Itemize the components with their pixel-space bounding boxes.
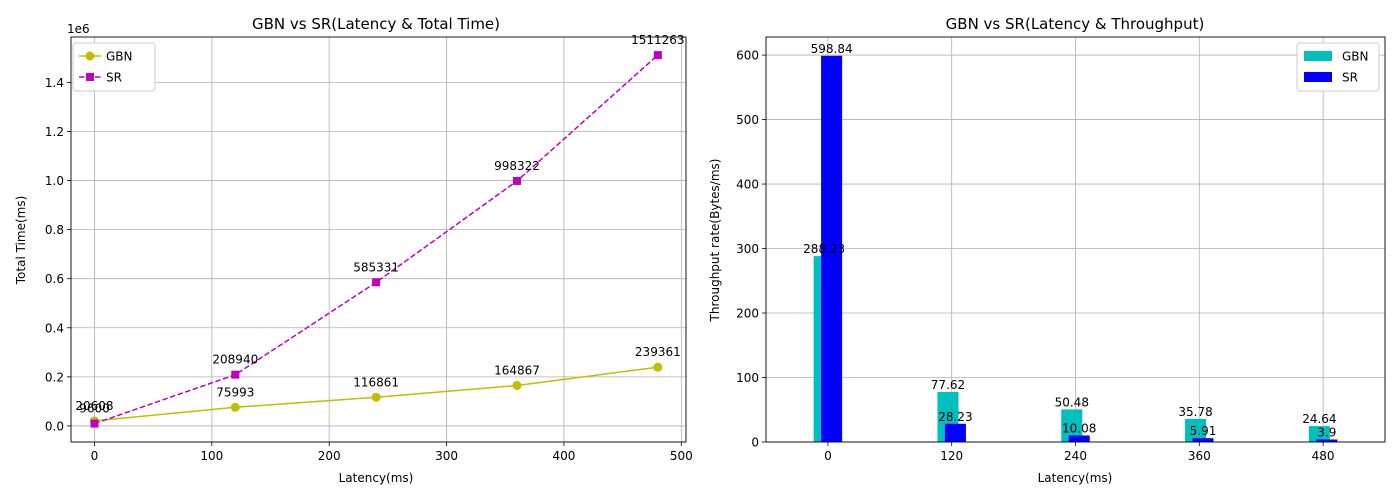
y-tick-label: 100 <box>736 371 759 385</box>
data-label-sr: 10.08 <box>1062 421 1096 435</box>
chart-title: GBN vs SR(Latency & Throughput) <box>946 15 1205 33</box>
bar-sr <box>944 423 966 442</box>
bar-gbn <box>1185 418 1207 442</box>
y-axis-label: Total Time(ms) <box>14 196 28 286</box>
data-label-sr: 28.23 <box>938 410 972 424</box>
x-tick-label: 300 <box>435 449 458 463</box>
bar-sr <box>1068 435 1090 442</box>
y-tick-label: 200 <box>736 307 759 321</box>
series-lines <box>94 54 659 425</box>
y-tick-label: 400 <box>736 178 759 192</box>
data-label-sr: 998322 <box>494 159 540 173</box>
y-tick-label: 0.4 <box>45 321 64 335</box>
y-axis-label: Throughput rate(Bytes/ms) <box>708 159 722 323</box>
y-tick-label: 0.8 <box>45 223 64 237</box>
data-label-sr: 585331 <box>353 260 399 274</box>
legend-marker-gbn <box>85 51 95 61</box>
grid <box>766 37 1385 443</box>
x-tick-label: 0 <box>91 449 99 463</box>
x-axis-ticks: 0 120 240 360 480 <box>824 442 1335 463</box>
data-label-gbn: 288.23 <box>803 242 845 256</box>
x-tick-label: 100 <box>200 449 223 463</box>
plot-frame <box>70 36 687 443</box>
y-tick-label: 600 <box>736 49 759 63</box>
y-offset-label: 1e6 <box>67 22 90 36</box>
total-time-chart: GBN vs SR(Latency & Total Time) 0 100 200 3… <box>14 15 693 485</box>
throughput-chart: GBN vs SR(Latency & Throughput) 0 120 240 3… <box>708 15 1386 485</box>
bar-sr <box>821 55 843 442</box>
grid <box>71 37 686 442</box>
data-labels: 288.23 77.62 50.48 35.78 24.64 598.84 28.23 10.… <box>803 42 1336 440</box>
data-point-sr <box>653 51 662 60</box>
data-label-gbn: 20608 <box>75 399 113 413</box>
x-axis-label: Latency(ms) <box>339 471 414 485</box>
data-label-sr: 1511263 <box>631 33 684 47</box>
data-point-gbn <box>371 392 381 402</box>
bar-gbn <box>1061 409 1083 442</box>
data-point-sr <box>372 278 381 287</box>
bars <box>813 55 1338 442</box>
data-label-gbn: 239361 <box>635 345 681 359</box>
legend-label-sr: SR <box>106 71 122 85</box>
data-label-gbn: 24.64 <box>1302 412 1336 426</box>
data-label-sr: 9600 <box>79 402 110 416</box>
x-axis-label: Latency(ms) <box>1038 471 1113 485</box>
data-label-gbn: 116861 <box>353 375 399 389</box>
legend-patch-gbn <box>1304 51 1332 61</box>
data-label-gbn: 35.78 <box>1178 405 1212 419</box>
legend-label-gbn: GBN <box>1342 50 1369 64</box>
legend-patch-sr <box>1304 72 1332 82</box>
x-tick-label: 360 <box>1188 449 1211 463</box>
data-point-sr <box>90 419 99 428</box>
plot-frame <box>765 36 1386 443</box>
bar-gbn <box>1308 426 1330 442</box>
x-tick-label: 0 <box>824 449 832 463</box>
y-tick-label: 1.2 <box>45 125 64 139</box>
data-label-gbn: 164867 <box>494 363 540 377</box>
y-tick-label: 0.6 <box>45 272 64 286</box>
bar-sr <box>1192 438 1214 442</box>
data-point-gbn <box>230 402 240 412</box>
y-tick-label: 0 <box>751 436 759 450</box>
data-point-gbn <box>653 362 663 372</box>
x-tick-label: 400 <box>552 449 575 463</box>
data-label-sr: 3.9 <box>1317 425 1336 439</box>
data-label-gbn: 77.62 <box>931 378 965 392</box>
y-tick-label: 1.0 <box>45 174 64 188</box>
data-label-sr: 5.91 <box>1190 424 1217 438</box>
bar-sr <box>1316 439 1338 442</box>
y-axis-ticks: 0.0 0.2 0.4 0.6 0.8 1.0 1.2 1.4 <box>45 76 71 433</box>
y-tick-label: 300 <box>736 242 759 256</box>
y-tick-label: 500 <box>736 113 759 127</box>
y-tick-label: 0.2 <box>45 370 64 384</box>
x-tick-label: 500 <box>670 449 693 463</box>
legend-label-sr: SR <box>1342 71 1358 85</box>
data-label-gbn: 75993 <box>216 385 254 399</box>
legend-label-gbn: GBN <box>106 50 133 64</box>
series-line-sr <box>94 54 659 425</box>
y-tick-label: 1.4 <box>45 76 64 90</box>
data-label-sr: 598.84 <box>811 42 853 56</box>
data-point-gbn <box>512 380 522 390</box>
x-tick-label: 120 <box>940 449 963 463</box>
legend-marker-sr <box>86 73 94 81</box>
y-axis-ticks: 0 100 200 300 400 500 600 <box>736 49 766 450</box>
x-tick-label: 480 <box>1312 449 1335 463</box>
data-labels: 20608 75993 116861 164867 239361 9600 208940 58… <box>75 33 684 415</box>
data-label-sr: 208940 <box>212 353 258 367</box>
y-tick-label: 0.0 <box>45 419 64 433</box>
data-point-sr <box>231 370 240 379</box>
x-axis-ticks: 0 100 200 300 400 500 <box>91 442 693 463</box>
data-point-sr <box>512 176 521 185</box>
x-tick-label: 200 <box>318 449 341 463</box>
legend: GBN SR <box>1296 42 1380 92</box>
data-points <box>89 51 663 428</box>
chart-title: GBN vs SR(Latency & Total Time) <box>252 15 500 33</box>
x-tick-label: 240 <box>1064 449 1087 463</box>
data-label-gbn: 50.48 <box>1055 395 1089 409</box>
legend: GBN SR <box>72 42 156 92</box>
